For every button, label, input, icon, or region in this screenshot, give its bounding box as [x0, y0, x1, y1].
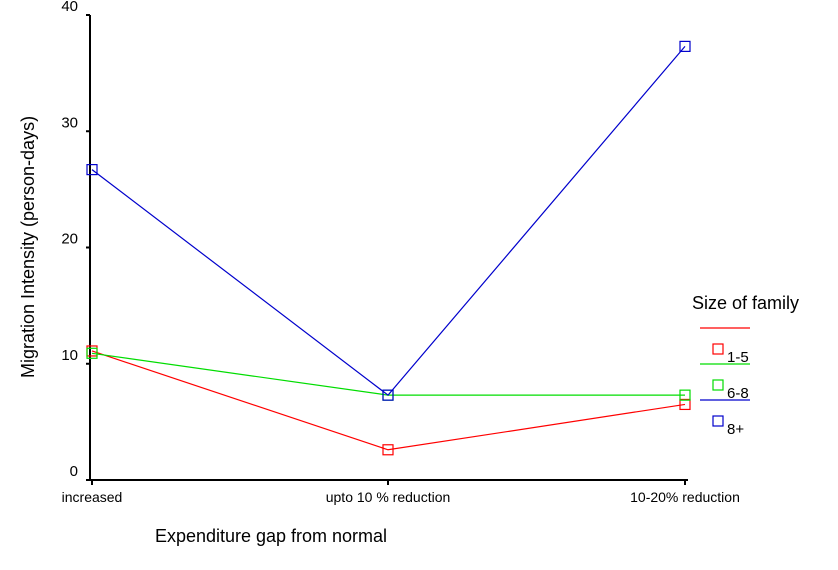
legend: Size of family 1-5 6-8 8+ — [692, 293, 799, 438]
y-axis-label: Migration Intensity (person-days) — [18, 116, 38, 378]
x-tick-label: increased — [62, 489, 123, 505]
series-6-8 — [86, 347, 691, 401]
y-tick-label: 0 — [70, 463, 78, 480]
data-point — [679, 389, 691, 401]
x-axis-label: Expenditure gap from normal — [155, 526, 387, 546]
x-tick-label: 10-20% reduction — [630, 489, 740, 505]
legend-swatch-marker — [712, 415, 724, 427]
y-tick-label: 40 — [61, 0, 78, 15]
data-point — [382, 389, 394, 401]
x-axis-ticks: increased upto 10 % reduction 10-20% reduc… — [62, 480, 740, 505]
legend-title: Size of family — [692, 293, 799, 313]
data-point — [86, 164, 98, 176]
axes — [89, 15, 688, 481]
series-layer — [86, 40, 691, 456]
legend-swatch-marker — [712, 379, 724, 391]
legend-label: 1-5 — [727, 349, 749, 366]
legend-swatch-marker — [712, 343, 724, 355]
x-tick-label: upto 10 % reduction — [326, 489, 451, 505]
legend-item: 6-8 — [700, 363, 750, 402]
series-line — [91, 350, 686, 451]
data-point — [382, 444, 394, 456]
legend-items: 1-5 6-8 8+ — [700, 327, 750, 438]
data-point — [679, 398, 691, 411]
legend-label: 8+ — [727, 421, 744, 438]
y-tick-label: 20 — [61, 231, 78, 248]
series-line — [91, 45, 686, 396]
y-tick-label: 30 — [61, 114, 78, 131]
y-axis-ticks: 0 10 20 30 40 — [61, 0, 90, 481]
data-point — [86, 347, 98, 359]
legend-item: 8+ — [700, 399, 750, 438]
y-tick-label: 10 — [61, 347, 78, 364]
data-point — [679, 40, 691, 52]
legend-item: 1-5 — [700, 327, 750, 366]
series-8- — [86, 40, 691, 401]
series-line — [91, 352, 685, 396]
legend-label: 6-8 — [727, 385, 749, 402]
